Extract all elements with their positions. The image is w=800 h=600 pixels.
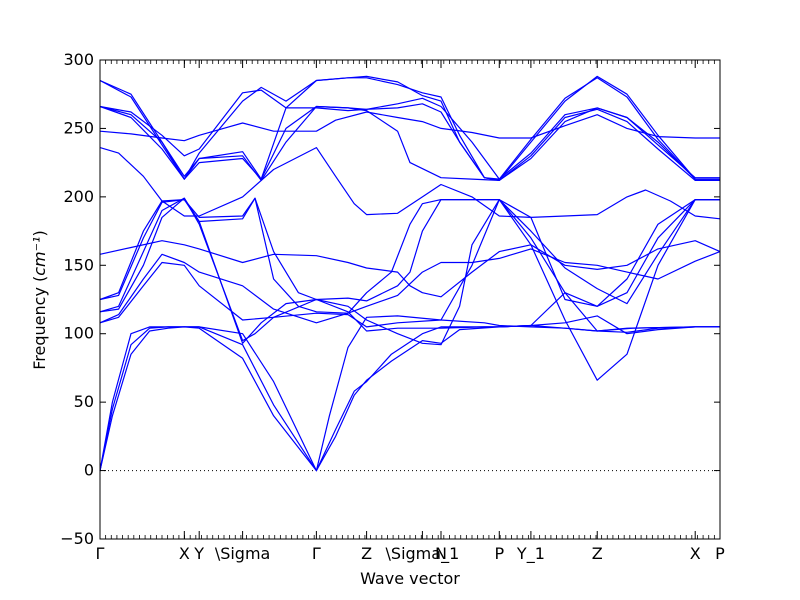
x-ticks: Γ X Y \Sigma Γ Z \Sigma_1N P Y_1 Z X P [96, 60, 725, 564]
phonon-branch-8 [99, 197, 720, 314]
y-tick-label: 0 [84, 461, 94, 480]
y-tick-label: 200 [63, 187, 94, 206]
x-tick-label: Z [592, 544, 603, 563]
x-tick-label: Γ [312, 544, 321, 563]
x-tick-label: \Sigma [215, 544, 271, 563]
x-tick-label: \Sigma_1 [386, 544, 460, 564]
x-tick-label: P [494, 544, 504, 563]
phonon-branch-17 [99, 89, 720, 180]
plot-frame [99, 59, 721, 540]
x-axis-label: Wave vector [360, 569, 460, 588]
x-tick-label: N [435, 544, 447, 563]
y-axis-label-text: Frequency [30, 287, 49, 370]
y-tick-label: 250 [63, 118, 94, 137]
x-tick-label: X [179, 544, 190, 563]
x-tick-label: Y [193, 544, 204, 563]
phonon-branch-11 [99, 147, 721, 220]
x-tick-label: P [715, 544, 725, 563]
y-axis-label: Frequency (cm⁻¹) [30, 230, 49, 369]
x-tick-label: X [690, 544, 701, 563]
phonon-branch-10 [99, 248, 721, 324]
phonon-branch-12 [99, 111, 720, 142]
phonon-branch-16 [99, 77, 720, 180]
y-tick-label: −50 [60, 529, 94, 548]
phonon-branch-4 [99, 261, 720, 332]
phonon-branch-5 [99, 197, 720, 381]
x-tick-label: Z [361, 544, 372, 563]
x-tick-label: Γ [96, 544, 105, 563]
phonon-branch-1 [99, 324, 720, 472]
y-tick-label: 50 [74, 392, 94, 411]
y-tick-label: 100 [63, 324, 94, 343]
series-lines [99, 75, 721, 472]
phonon-branch-14 [99, 105, 720, 181]
x-tick-label: Y_1 [516, 544, 545, 564]
y-tick-label: 300 [63, 50, 94, 69]
y-tick-label: 150 [63, 255, 94, 274]
axes-frame [99, 59, 721, 540]
y-axis-label-unit: cm⁻¹ [30, 237, 49, 276]
phonon-branch-3 [99, 315, 720, 472]
y-ticks: −50 0 50 100 150 200 250 300 [60, 50, 720, 548]
